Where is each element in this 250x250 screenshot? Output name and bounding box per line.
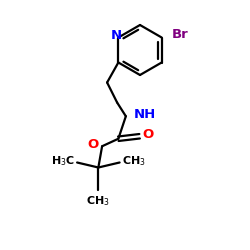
Text: O: O	[142, 128, 153, 141]
Text: NH: NH	[133, 108, 156, 122]
Text: CH$_3$: CH$_3$	[122, 154, 146, 168]
Text: H$_3$C: H$_3$C	[51, 154, 75, 168]
Text: N: N	[111, 29, 122, 42]
Text: O: O	[87, 138, 98, 151]
Text: CH$_3$: CH$_3$	[86, 194, 110, 208]
Text: Br: Br	[172, 28, 189, 42]
